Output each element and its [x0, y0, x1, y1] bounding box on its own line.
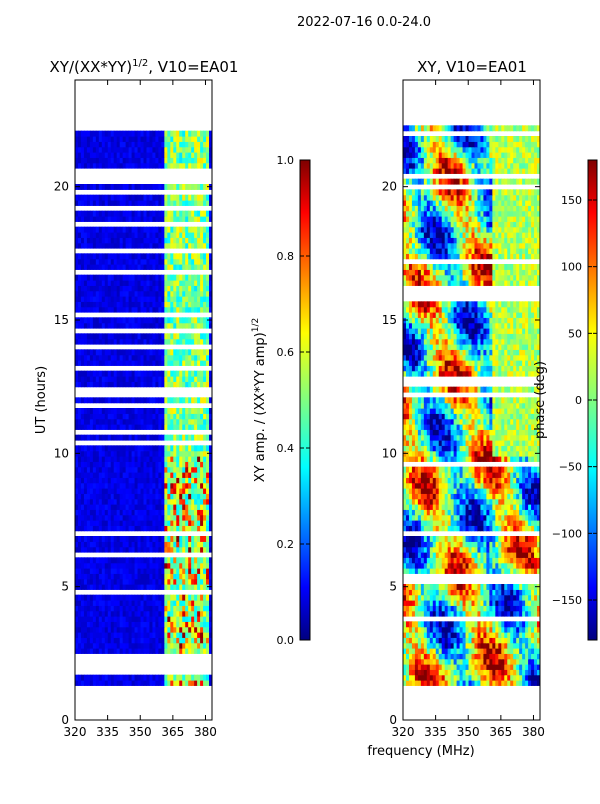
x-tick-label: 380	[194, 725, 217, 739]
x-tick-label: 335	[96, 725, 119, 739]
y-tick-label: 5	[61, 580, 69, 594]
x-tick-label: 350	[129, 725, 152, 739]
colorbar-tick-label: 1.0	[277, 154, 295, 167]
amplitude-colorbar-gradient	[300, 160, 310, 640]
amplitude-heatmap	[75, 131, 213, 686]
y-tick-label: 0	[61, 713, 69, 727]
colorbar-tick-label: 0.8	[277, 250, 295, 263]
colorbar-tick-label: 0.6	[277, 346, 295, 359]
figure-suptitle: 2022-07-16 0.0-24.0	[297, 15, 431, 30]
phase-panel-title: XY, V10=EA01	[417, 58, 527, 76]
x-tick-label: 365	[161, 725, 184, 739]
amplitude-colorbar: 0.0 0.2 0.4 0.6 0.8 1.0 XY amp. / (XX*YY amp)…	[251, 154, 310, 647]
colorbar-tick-label: 0.0	[277, 634, 295, 647]
y-tick-label: 10	[54, 446, 69, 460]
phase-heatmap	[403, 125, 541, 686]
amplitude-panel: XY/(XX*YY)1/2, V10=EA01 320 335 350 365 380 0…	[34, 58, 238, 739]
amplitude-panel-title: XY/(XX*YY)1/2, V10=EA01	[50, 58, 239, 76]
y-tick-label: 15	[54, 313, 69, 327]
y-tick-label: 20	[54, 180, 69, 194]
colorbar-tick-label: 0.4	[277, 442, 295, 455]
colorbar-tick-label: 0.2	[277, 538, 295, 551]
ut-axis-label: UT (hours)	[34, 366, 49, 434]
amplitude-colorbar-label: XY amp. / (XX*YY amp)1/2	[251, 318, 268, 482]
x-tick-label: 320	[64, 725, 87, 739]
